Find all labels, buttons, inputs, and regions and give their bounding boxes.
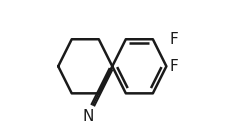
Text: F: F	[168, 59, 177, 74]
Text: N: N	[82, 109, 93, 124]
Text: F: F	[168, 32, 177, 47]
